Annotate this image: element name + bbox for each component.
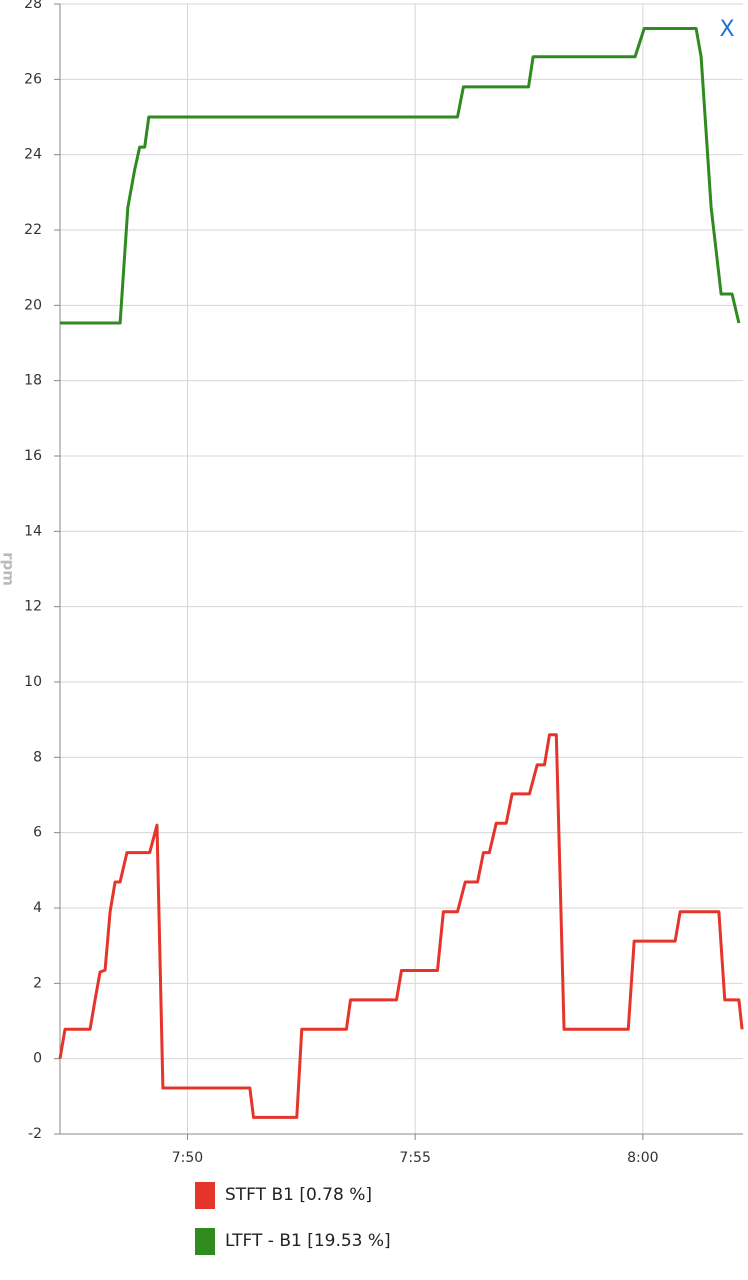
y-tick-label: 18 [24, 373, 42, 389]
y-tick-label: 24 [24, 147, 42, 163]
y-tick-label: 22 [24, 222, 42, 238]
data-line [58, 733, 744, 1119]
y-tick-label: 14 [24, 523, 42, 539]
y-tick-label: 10 [24, 674, 42, 690]
y-tick-label: 2 [33, 975, 42, 991]
y-tick-label: -2 [28, 1126, 42, 1142]
y-tick-label: 12 [24, 599, 42, 615]
x-tick-label: 7:55 [399, 1150, 430, 1166]
legend-label: LTFT - B1 [19.53 %] [225, 1231, 391, 1251]
data-line [60, 26, 741, 325]
x-tick-label: 7:50 [172, 1150, 203, 1166]
y-tick-label: 0 [33, 1051, 42, 1067]
legend-swatch [195, 1182, 215, 1209]
y-tick-label: 20 [24, 297, 42, 313]
y-axis-title: rpm [0, 552, 18, 586]
y-tick-label: 16 [24, 448, 42, 464]
x-tick-label: 8:00 [627, 1150, 658, 1166]
legend-label: STFT B1 [0.78 %] [225, 1185, 372, 1205]
y-tick-label: 28 [24, 0, 42, 12]
y-tick-label: 8 [33, 749, 42, 765]
close-button[interactable]: X [719, 17, 734, 42]
y-tick-label: 6 [33, 825, 42, 841]
y-tick-label: 4 [33, 900, 42, 916]
y-tick-label: 26 [24, 71, 42, 87]
legend-swatch [195, 1228, 215, 1255]
